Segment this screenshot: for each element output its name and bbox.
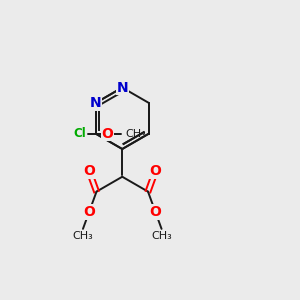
Text: O: O: [83, 205, 95, 219]
Text: O: O: [149, 205, 161, 219]
Text: CH₃: CH₃: [151, 231, 172, 241]
Text: Cl: Cl: [74, 127, 86, 140]
Text: N: N: [90, 96, 101, 110]
Text: O: O: [83, 164, 95, 178]
Text: N: N: [116, 81, 128, 94]
Text: O: O: [102, 127, 113, 141]
Text: CH₃: CH₃: [125, 129, 146, 139]
Text: CH₃: CH₃: [73, 231, 93, 241]
Text: O: O: [149, 164, 161, 178]
